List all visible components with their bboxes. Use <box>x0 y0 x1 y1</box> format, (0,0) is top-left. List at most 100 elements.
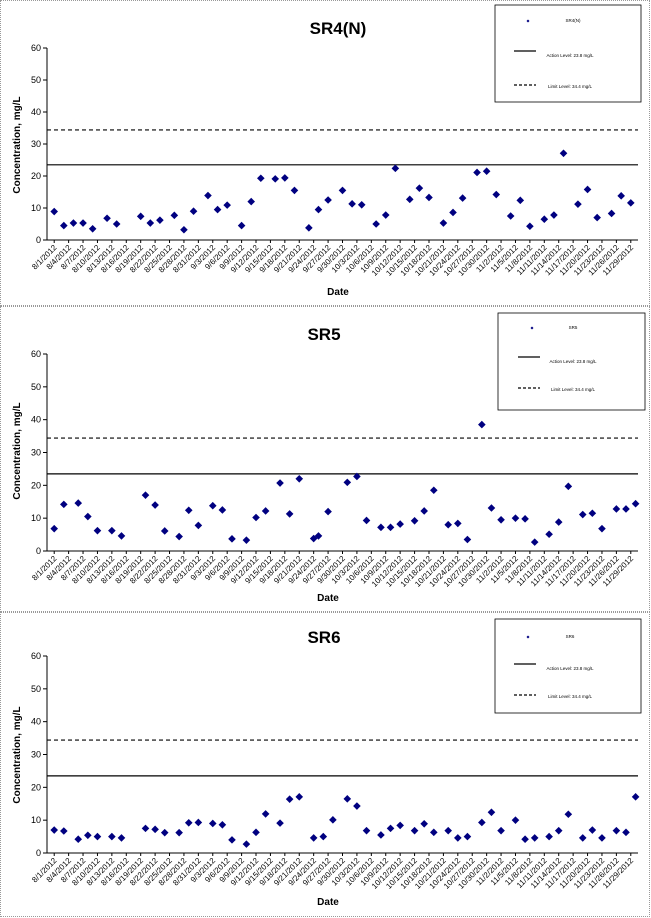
legend: SR4(N) Action Level: 23.8 mg/L Limit Lev… <box>494 4 642 103</box>
data-point <box>444 520 453 529</box>
data-point <box>554 826 563 835</box>
data-point <box>521 515 529 523</box>
data-point <box>348 200 356 208</box>
data-point <box>353 802 361 810</box>
chart-panel-sr4n: SR4(N) Date Concentration, mg/L SR4(N) A… <box>0 0 650 306</box>
data-point <box>444 826 453 835</box>
y-tick-label: 10 <box>31 203 41 213</box>
data-point <box>60 827 68 835</box>
data-point <box>622 828 630 837</box>
y-tick-label: 0 <box>36 546 41 556</box>
data-point <box>372 220 380 228</box>
data-point <box>60 500 68 509</box>
data-point <box>487 808 496 817</box>
chart-panel-sr5: SR5 Date Concentration, mg/L SR5 Action … <box>0 306 650 612</box>
y-tick-label: 10 <box>31 513 41 523</box>
data-point <box>454 834 462 842</box>
data-point <box>112 220 121 228</box>
data-point <box>60 221 68 230</box>
y-axis-title: Concentration, mg/L <box>12 402 23 499</box>
data-point <box>478 818 486 827</box>
data-point <box>626 199 635 207</box>
data-point <box>612 505 621 513</box>
data-point <box>223 201 231 209</box>
data-point <box>410 516 419 525</box>
data-point <box>564 482 573 491</box>
data-point <box>449 208 457 217</box>
data-point <box>607 209 616 218</box>
y-tick-label: 20 <box>31 480 41 490</box>
data-point <box>184 818 193 827</box>
y-tick-label: 0 <box>36 848 41 858</box>
y-tick-label: 20 <box>31 171 41 181</box>
data-point <box>396 520 404 528</box>
data-point <box>208 819 217 828</box>
data-point <box>151 501 159 509</box>
data-point <box>218 820 227 829</box>
chart-svg-sr5: SR5 Date Concentration, mg/L SR5 Action … <box>12 312 646 604</box>
data-point <box>108 526 116 535</box>
data-point <box>405 195 414 204</box>
data-point <box>545 832 553 841</box>
chart-title: SR4(N) <box>310 19 367 38</box>
data-point <box>410 826 419 835</box>
legend-marker-series <box>530 326 534 330</box>
data-point <box>103 214 111 223</box>
data-point <box>329 816 337 824</box>
data-point <box>276 479 284 487</box>
data-point <box>141 491 150 499</box>
data-point <box>420 507 428 515</box>
data-point <box>377 523 385 532</box>
y-tick-label: 30 <box>31 448 41 458</box>
chart-panel-sr6: SR6 Date Concentration, mg/L SR6 Action … <box>0 612 650 917</box>
data-point <box>237 221 246 230</box>
legend: SR5 Action Level: 23.8 mg/L Limit Level:… <box>497 312 646 411</box>
data-point <box>160 828 169 837</box>
data-point <box>598 524 606 533</box>
data-point <box>247 197 256 206</box>
data-point <box>257 174 265 183</box>
legend-symbols <box>514 635 536 696</box>
y-tick-label: 50 <box>31 684 41 694</box>
data-point <box>180 225 188 234</box>
data-point <box>309 834 318 842</box>
data-point <box>69 219 78 227</box>
data-point <box>578 510 587 519</box>
data-point <box>391 164 400 173</box>
data-point <box>357 201 366 209</box>
chart-title: SR5 <box>307 325 340 344</box>
data-point <box>218 506 227 514</box>
data-point <box>189 207 198 215</box>
y-tick-label: 40 <box>31 107 41 117</box>
data-point <box>252 828 260 837</box>
data-point <box>545 530 553 539</box>
data-point <box>261 810 270 818</box>
legend: SR6 Action Level: 23.8 mg/L Limit Level:… <box>494 618 642 714</box>
data-point <box>160 527 169 535</box>
data-point <box>353 472 361 481</box>
data-point <box>156 216 164 224</box>
y-tick-label: 10 <box>31 815 41 825</box>
legend-symbols <box>514 19 536 86</box>
chart-svg-sr6: SR6 Date Concentration, mg/L SR6 Action … <box>12 618 642 908</box>
data-point <box>516 196 525 205</box>
data-point <box>574 200 582 208</box>
data-point <box>482 167 491 175</box>
legend-marker-series <box>526 635 530 639</box>
data-point <box>108 832 116 841</box>
data-point <box>588 509 597 518</box>
legend-box <box>494 618 642 714</box>
data-point <box>612 826 621 835</box>
legend-label-limit: Limit Level: 34.4 mg/L <box>551 387 596 392</box>
data-point <box>228 535 236 543</box>
data-point <box>478 420 486 429</box>
y-tick-label: 50 <box>31 75 41 85</box>
data-point <box>146 219 155 227</box>
data-point <box>362 826 371 835</box>
data-point <box>252 513 260 522</box>
data-point <box>583 185 592 194</box>
data-point <box>554 518 563 526</box>
y-tick-label: 30 <box>31 750 41 760</box>
data-point <box>631 499 640 508</box>
data-point <box>314 205 323 214</box>
